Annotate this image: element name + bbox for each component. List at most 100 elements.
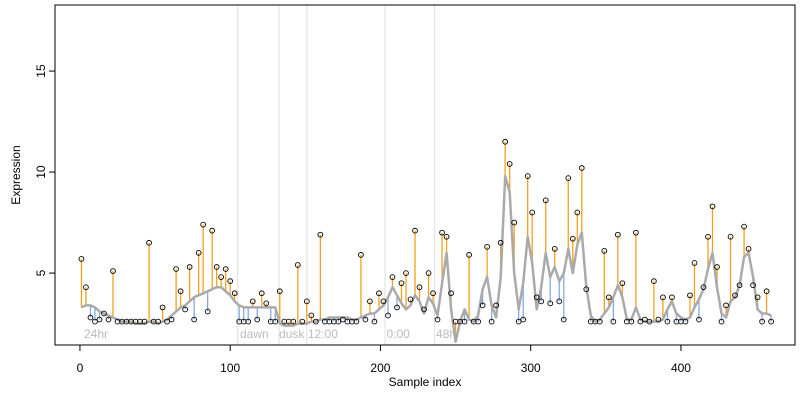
point bbox=[551, 245, 558, 252]
point bbox=[443, 233, 450, 240]
annotation: 48h bbox=[436, 327, 456, 341]
point bbox=[430, 290, 436, 297]
point bbox=[709, 203, 716, 210]
point bbox=[173, 266, 179, 272]
x-tick-label: 0 bbox=[77, 361, 84, 375]
x-axis-label: Sample index bbox=[389, 375, 462, 389]
point bbox=[407, 296, 414, 303]
point bbox=[475, 318, 481, 325]
point bbox=[186, 264, 193, 270]
point bbox=[308, 312, 315, 319]
point bbox=[610, 318, 617, 325]
smooth-line bbox=[80, 174, 772, 344]
point bbox=[484, 243, 490, 250]
point bbox=[547, 300, 554, 307]
point bbox=[159, 304, 166, 311]
point bbox=[101, 310, 107, 317]
point bbox=[754, 294, 761, 301]
point bbox=[651, 278, 657, 285]
point bbox=[628, 318, 635, 325]
point bbox=[466, 252, 472, 258]
point bbox=[493, 302, 499, 309]
annotation: dawn bbox=[240, 327, 269, 341]
point bbox=[245, 318, 252, 325]
point bbox=[394, 304, 400, 311]
point bbox=[538, 298, 545, 305]
point bbox=[222, 266, 229, 272]
point bbox=[182, 306, 188, 313]
point bbox=[195, 250, 202, 256]
point bbox=[213, 264, 220, 270]
point bbox=[385, 312, 391, 319]
point bbox=[768, 318, 774, 325]
point bbox=[745, 245, 752, 252]
point bbox=[263, 300, 270, 307]
point bbox=[87, 314, 94, 321]
y-tick-label: 15 bbox=[34, 64, 48, 78]
point bbox=[556, 298, 563, 305]
annotation: 12:00 bbox=[308, 327, 338, 341]
point bbox=[312, 318, 319, 325]
x-tick-label: 200 bbox=[370, 361, 390, 375]
y-tick-label: 5 bbox=[34, 269, 48, 276]
point bbox=[439, 229, 445, 236]
point bbox=[763, 288, 770, 295]
point bbox=[371, 318, 378, 325]
point bbox=[705, 233, 711, 240]
point bbox=[96, 316, 103, 323]
point bbox=[511, 219, 518, 226]
point bbox=[533, 294, 540, 301]
point bbox=[425, 270, 432, 276]
point bbox=[520, 316, 527, 323]
point bbox=[398, 280, 405, 287]
point bbox=[380, 298, 387, 305]
plot-frame bbox=[54, 4, 796, 346]
point bbox=[565, 175, 572, 181]
point bbox=[633, 229, 639, 236]
point bbox=[578, 165, 585, 171]
y-axis-label: Expression bbox=[9, 145, 23, 204]
point bbox=[367, 298, 373, 305]
point bbox=[317, 231, 324, 238]
point bbox=[231, 290, 238, 297]
point bbox=[515, 318, 522, 325]
point bbox=[204, 308, 211, 315]
point bbox=[502, 138, 509, 145]
point bbox=[78, 256, 85, 262]
point bbox=[290, 318, 297, 325]
point bbox=[601, 248, 608, 254]
point bbox=[155, 318, 161, 325]
point bbox=[741, 223, 747, 230]
point bbox=[272, 318, 279, 325]
point bbox=[524, 173, 531, 179]
point bbox=[542, 197, 549, 204]
point bbox=[403, 270, 409, 276]
point bbox=[736, 282, 743, 289]
point bbox=[110, 268, 116, 274]
point bbox=[227, 278, 234, 285]
point bbox=[294, 262, 301, 268]
y-tick-label: 10 bbox=[34, 165, 48, 179]
point bbox=[497, 239, 504, 246]
point bbox=[358, 252, 364, 258]
point bbox=[615, 231, 621, 238]
point bbox=[105, 316, 112, 323]
point bbox=[488, 318, 495, 325]
point bbox=[569, 235, 576, 242]
point bbox=[637, 318, 644, 325]
point bbox=[687, 292, 693, 299]
x-tick-label: 400 bbox=[671, 361, 691, 375]
point bbox=[141, 318, 148, 325]
point bbox=[434, 316, 441, 323]
point bbox=[696, 316, 702, 323]
point bbox=[416, 284, 423, 291]
point bbox=[605, 294, 612, 301]
point bbox=[448, 290, 454, 297]
point bbox=[362, 316, 369, 323]
point bbox=[700, 284, 707, 291]
point bbox=[646, 318, 653, 325]
point bbox=[596, 318, 603, 325]
x-tick-label: 300 bbox=[521, 361, 541, 375]
point bbox=[479, 302, 486, 309]
